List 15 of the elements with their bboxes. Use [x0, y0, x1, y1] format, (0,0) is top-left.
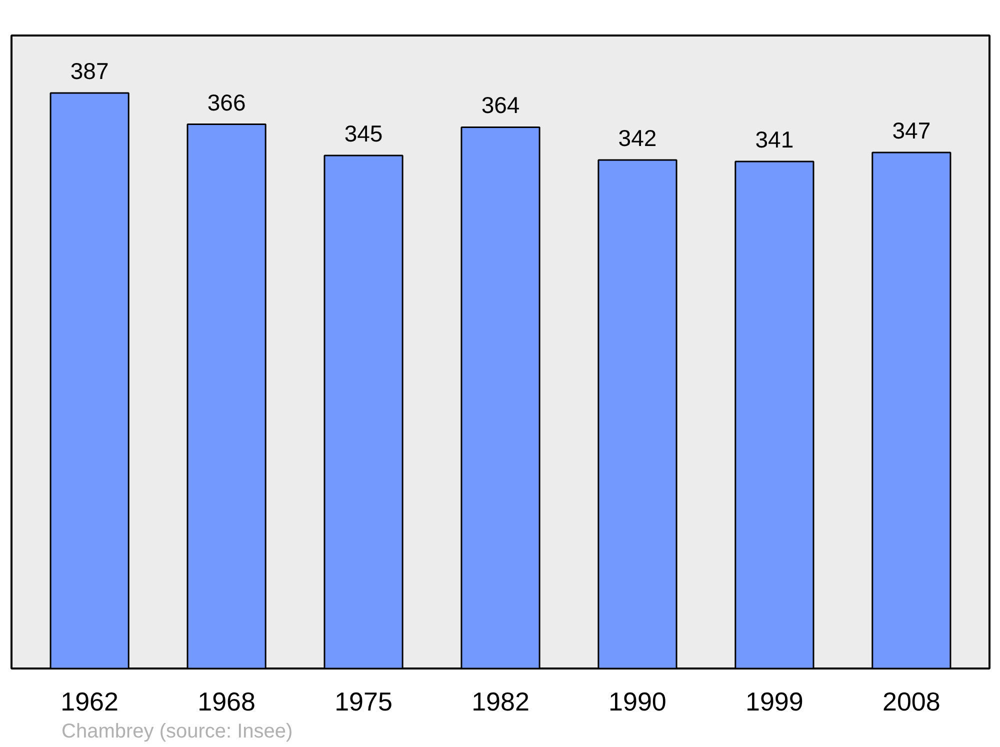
x-tick-label: 1975	[334, 686, 392, 716]
x-tick-label: 1982	[472, 686, 530, 716]
data-label: 342	[618, 124, 657, 151]
data-label: 366	[207, 89, 246, 116]
x-tick-label: 1999	[746, 686, 804, 716]
x-tick-label: 1990	[608, 686, 666, 716]
data-label: 345	[344, 120, 383, 146]
x-tick-label: 2008	[882, 686, 940, 716]
data-label: 341	[755, 126, 794, 152]
data-label: 387	[70, 58, 109, 84]
data-label: 364	[481, 92, 520, 118]
x-tick-label: 1962	[60, 686, 118, 716]
text: Chambrey (source: Insee)	[62, 720, 293, 742]
data-label: 347	[892, 118, 931, 144]
x-tick-label: 1968	[198, 686, 256, 716]
